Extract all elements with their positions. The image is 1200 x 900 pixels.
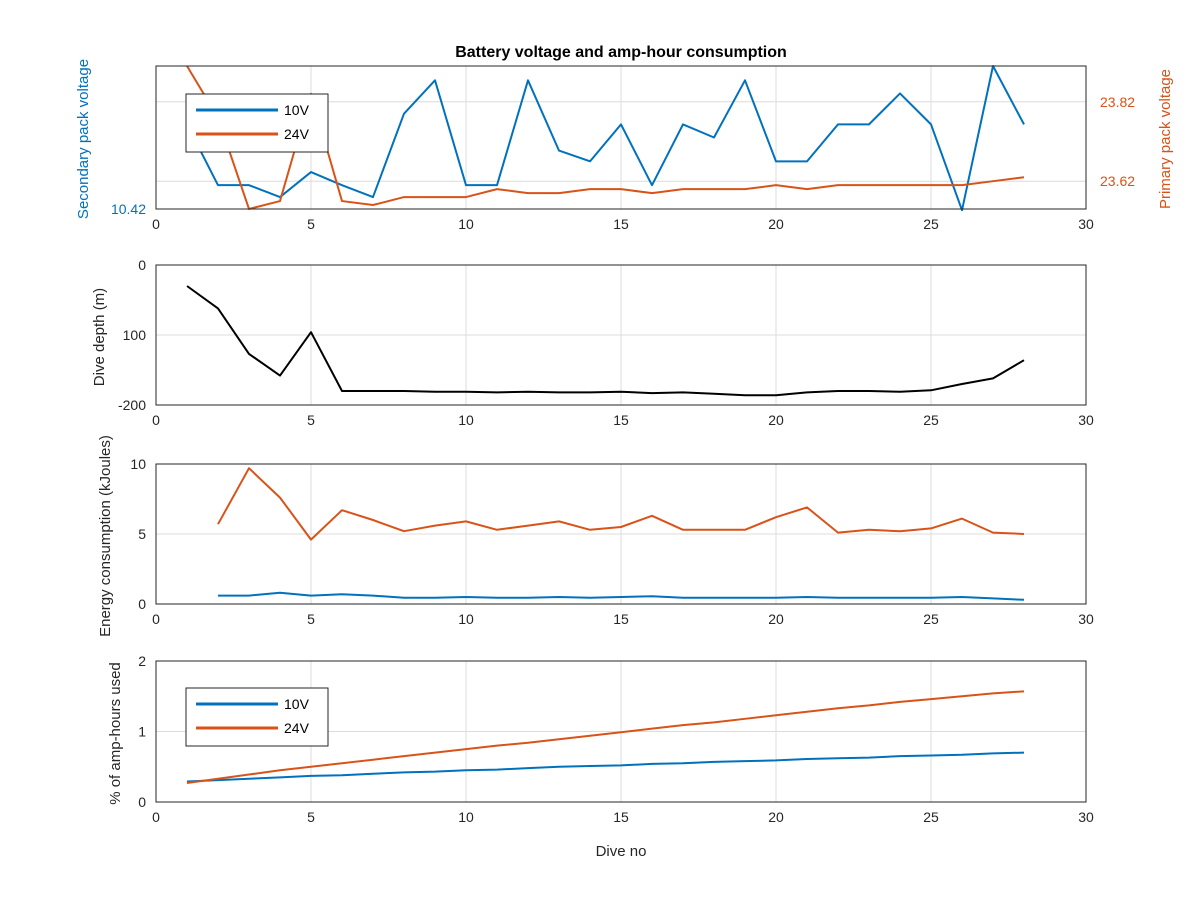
legend: 10V 24V bbox=[185, 93, 329, 153]
y2-tick-label: 23.82 bbox=[1100, 94, 1135, 110]
axes-frame bbox=[155, 660, 1087, 803]
y-tick-label: 0 bbox=[138, 257, 146, 273]
subplot-4: 0 5 10 15 20 25 30 0 1 2 % of amp-hours used Dive n… bbox=[107, 653, 1094, 860]
x-tick-label: 25 bbox=[923, 611, 939, 627]
x-tick-label: 5 bbox=[307, 611, 315, 627]
subplot-2: 0 5 10 15 20 25 30 0 100 -200 Dive depth (m) bbox=[91, 257, 1094, 428]
y-tick-label: -200 bbox=[118, 397, 146, 413]
x-tick-label: 15 bbox=[613, 611, 629, 627]
x-tick-label: 30 bbox=[1078, 611, 1094, 627]
x-axis-label: Dive no bbox=[596, 843, 647, 860]
series-line-depth bbox=[186, 285, 1025, 397]
y-tick-label: 1 bbox=[138, 724, 146, 740]
x-tick-label: 20 bbox=[768, 611, 784, 627]
legend-entry-10v: 10V bbox=[284, 696, 310, 712]
y-axis-label: Energy consumption (kJoules) bbox=[97, 435, 114, 637]
y-tick-label: 10.42 bbox=[111, 201, 146, 217]
y-axis-label: Secondary pack voltage bbox=[75, 59, 92, 219]
series-line-24v bbox=[217, 467, 1025, 541]
x-tick-label: 15 bbox=[613, 412, 629, 428]
series-line-24v bbox=[186, 690, 1025, 784]
x-tick-label: 10 bbox=[458, 216, 474, 232]
y2-axis-label: Primary pack voltage bbox=[1157, 69, 1174, 209]
y-axis-label: Dive depth (m) bbox=[91, 288, 108, 386]
legend-entry-24v: 24V bbox=[284, 126, 310, 142]
x-tick-label: 25 bbox=[923, 412, 939, 428]
x-tick-label: 25 bbox=[923, 216, 939, 232]
legend-entry-24v: 24V bbox=[284, 720, 310, 736]
x-tick-label: 5 bbox=[307, 216, 315, 232]
subplot-3: 0 5 10 15 20 25 30 0 5 10 Energy consumption (kJou… bbox=[97, 435, 1094, 637]
y-tick-label: 0 bbox=[138, 794, 146, 810]
chart-title: Battery voltage and amp-hour consumption bbox=[455, 44, 787, 61]
axes-frame bbox=[155, 264, 1087, 406]
series-line-10v bbox=[186, 65, 1025, 212]
y-tick-label: 5 bbox=[138, 526, 146, 542]
axes-frame bbox=[155, 65, 1087, 210]
x-tick-label: 15 bbox=[613, 809, 629, 825]
x-tick-label: 0 bbox=[152, 611, 160, 627]
x-tick-label: 5 bbox=[307, 412, 315, 428]
legend-box bbox=[185, 687, 329, 747]
legend-box bbox=[185, 93, 329, 153]
y-tick-label: 2 bbox=[138, 653, 146, 669]
x-tick-label: 10 bbox=[458, 809, 474, 825]
x-tick-label: 20 bbox=[768, 216, 784, 232]
x-tick-label: 20 bbox=[768, 809, 784, 825]
x-tick-label: 10 bbox=[458, 412, 474, 428]
series-line-10v bbox=[186, 751, 1025, 783]
x-tick-label: 30 bbox=[1078, 216, 1094, 232]
x-tick-label: 20 bbox=[768, 412, 784, 428]
x-tick-label: 25 bbox=[923, 809, 939, 825]
y-axis-label: % of amp-hours used bbox=[107, 662, 124, 805]
y-tick-label: 0 bbox=[138, 596, 146, 612]
y-tick-label: 10 bbox=[130, 456, 146, 472]
x-tick-label: 0 bbox=[152, 412, 160, 428]
axes-frame bbox=[155, 463, 1087, 605]
legend: 10V 24V bbox=[185, 687, 329, 747]
x-tick-label: 30 bbox=[1078, 412, 1094, 428]
x-tick-label: 15 bbox=[613, 216, 629, 232]
x-tick-label: 30 bbox=[1078, 809, 1094, 825]
y-tick-label: 100 bbox=[123, 327, 147, 343]
series-line-10v bbox=[218, 591, 1025, 601]
subplot-1: 0 5 10 15 20 25 30 10.42 23.62 23.82 Secondary pac… bbox=[75, 44, 1174, 232]
x-tick-label: 5 bbox=[307, 809, 315, 825]
x-tick-label: 0 bbox=[152, 809, 160, 825]
x-tick-label: 0 bbox=[152, 216, 160, 232]
x-tick-label: 10 bbox=[458, 611, 474, 627]
y2-tick-label: 23.62 bbox=[1100, 173, 1135, 189]
legend-entry-10v: 10V bbox=[284, 102, 310, 118]
